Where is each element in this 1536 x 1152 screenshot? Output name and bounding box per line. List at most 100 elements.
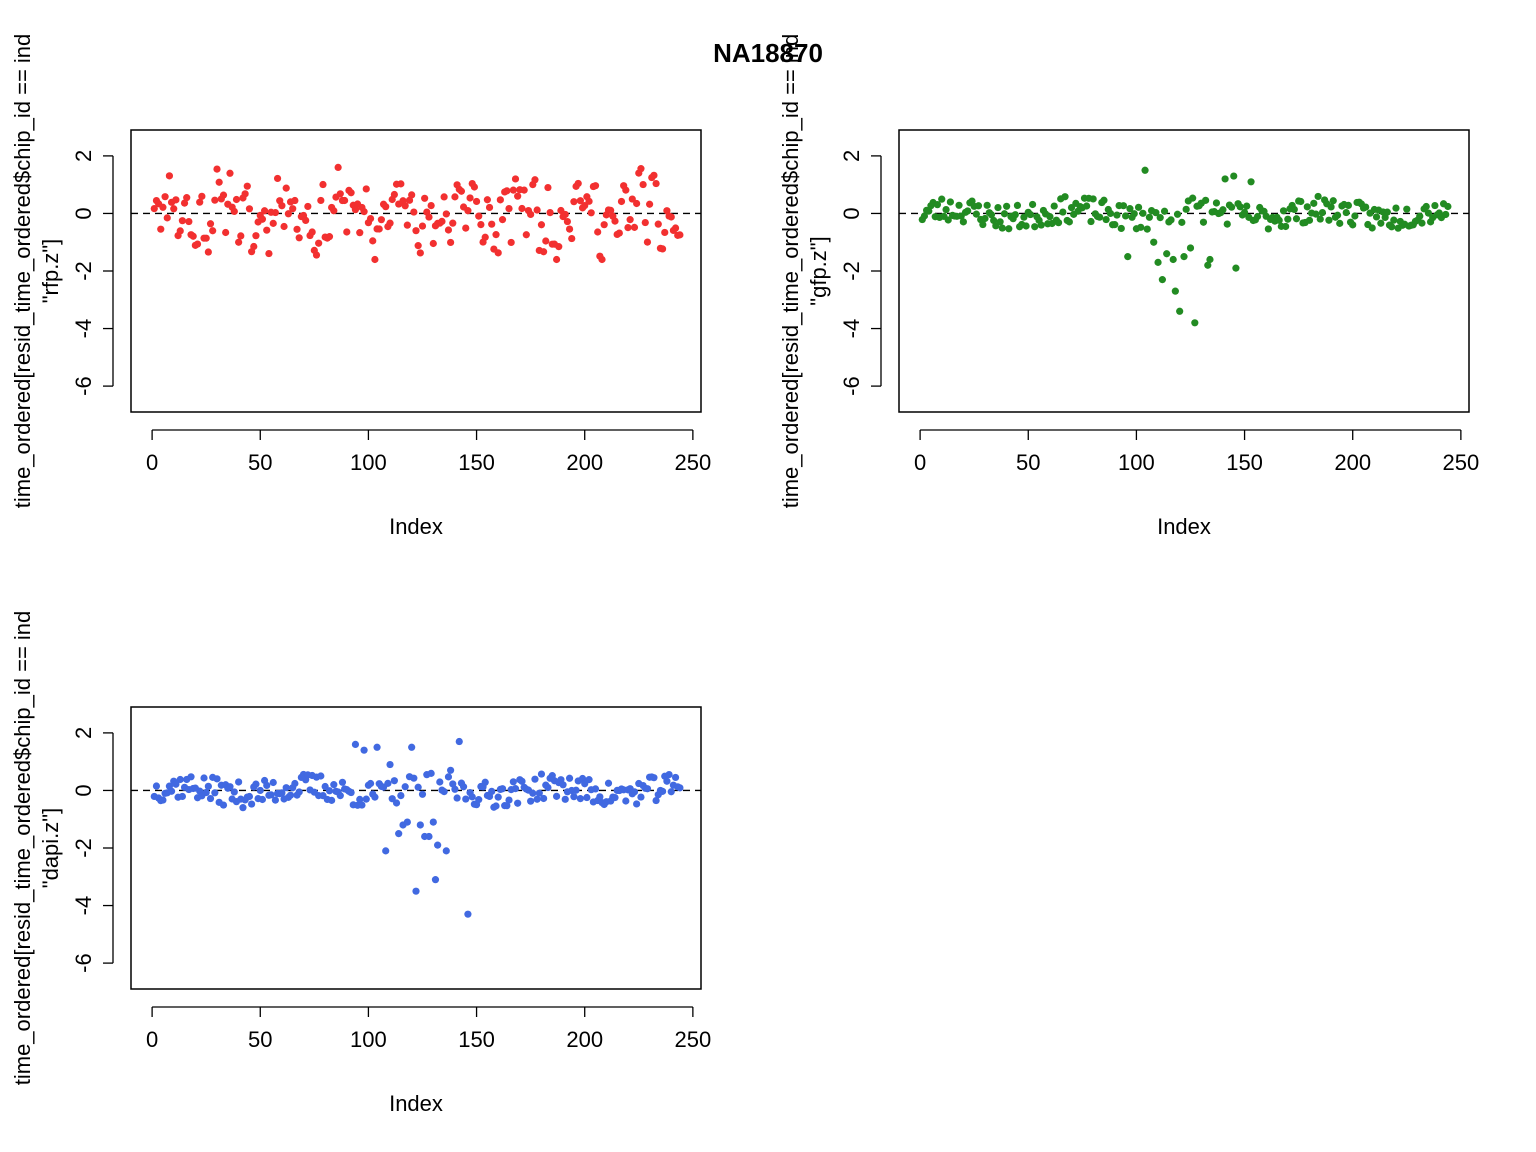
data-point xyxy=(436,778,444,786)
data-point xyxy=(444,773,453,781)
data-point xyxy=(403,818,411,826)
data-point xyxy=(356,795,364,803)
data-point xyxy=(213,165,221,173)
data-point xyxy=(622,797,630,805)
data-point xyxy=(263,226,271,234)
data-point xyxy=(1028,200,1037,209)
data-point xyxy=(351,740,360,749)
data-point xyxy=(375,225,383,233)
data-point xyxy=(1013,201,1022,210)
data-point xyxy=(611,217,619,225)
data-point xyxy=(979,220,987,229)
data-point xyxy=(280,222,288,231)
data-point xyxy=(1050,202,1058,210)
data-point xyxy=(178,792,186,801)
data-point xyxy=(1167,216,1175,224)
data-point xyxy=(1377,219,1385,227)
data-point xyxy=(219,801,228,809)
data-point xyxy=(1325,216,1333,224)
data-point xyxy=(1156,214,1164,222)
data-point xyxy=(1305,216,1314,224)
data-point xyxy=(219,191,228,199)
data-point xyxy=(1106,209,1115,218)
data-point xyxy=(278,789,286,797)
data-point xyxy=(263,781,271,790)
data-point xyxy=(230,207,238,216)
data-point xyxy=(245,792,254,801)
data-point xyxy=(178,217,186,225)
data-point xyxy=(390,190,398,199)
data-point xyxy=(974,202,983,210)
data-point xyxy=(1333,211,1342,219)
data-point xyxy=(1314,192,1322,201)
data-point xyxy=(652,796,660,805)
data-point xyxy=(527,210,535,219)
data-point xyxy=(667,213,675,221)
y-tick-label: -6 xyxy=(71,953,96,973)
data-point xyxy=(373,743,381,751)
x-tick-label: 150 xyxy=(458,450,495,475)
data-point xyxy=(1292,215,1301,223)
data-point xyxy=(531,176,539,184)
data-point xyxy=(1087,217,1095,226)
data-point xyxy=(572,786,580,794)
data-point xyxy=(408,191,416,199)
data-point xyxy=(628,195,636,203)
data-point xyxy=(485,203,494,212)
x-axis-label: Index xyxy=(389,1091,443,1116)
data-point xyxy=(1022,222,1030,230)
data-point xyxy=(176,775,184,784)
data-point xyxy=(1372,213,1381,221)
data-point xyxy=(196,198,204,206)
x-tick-label: 0 xyxy=(914,450,926,475)
data-point xyxy=(663,777,671,785)
data-point xyxy=(362,185,370,193)
data-point xyxy=(1310,199,1318,207)
y-tick-label: -2 xyxy=(71,261,96,281)
data-point xyxy=(206,794,215,803)
data-point xyxy=(319,180,327,189)
data-point xyxy=(944,216,952,224)
data-point xyxy=(401,783,409,791)
data-point xyxy=(1089,195,1097,203)
data-point xyxy=(658,245,667,253)
data-point xyxy=(230,788,238,796)
data-point xyxy=(1160,207,1169,215)
data-point xyxy=(442,847,450,855)
data-point xyxy=(565,774,574,782)
data-point xyxy=(514,799,522,807)
data-point xyxy=(1083,202,1091,210)
data-point xyxy=(598,255,606,264)
data-point xyxy=(317,772,325,780)
data-point xyxy=(492,231,500,239)
data-point xyxy=(325,787,334,795)
data-point xyxy=(604,779,613,787)
data-point xyxy=(421,194,429,202)
data-point xyxy=(1154,258,1162,266)
data-point xyxy=(1284,215,1292,223)
data-point xyxy=(654,220,662,228)
data-point xyxy=(1119,202,1128,210)
data-point xyxy=(1206,255,1214,264)
data-point xyxy=(198,192,206,200)
data-point xyxy=(206,220,215,228)
data-point xyxy=(667,788,675,796)
data-point xyxy=(286,791,295,799)
data-point xyxy=(646,200,654,208)
data-point xyxy=(496,196,504,204)
data-point xyxy=(630,223,639,231)
data-point xyxy=(1392,204,1400,212)
data-point xyxy=(328,796,336,804)
data-point xyxy=(1204,261,1212,269)
data-point xyxy=(643,238,652,246)
chart-panel-2: 0 50 100 150 200 250 Index 2 0 -2 -4 -6 time_ordered… xyxy=(778,34,1479,539)
data-point xyxy=(347,788,355,797)
data-point xyxy=(611,793,619,802)
y-tick-label: 2 xyxy=(839,150,864,162)
data-point xyxy=(235,238,243,246)
data-point xyxy=(386,219,394,227)
data-point xyxy=(447,766,455,774)
y-tick-label: -6 xyxy=(839,376,864,396)
data-point xyxy=(382,203,390,211)
